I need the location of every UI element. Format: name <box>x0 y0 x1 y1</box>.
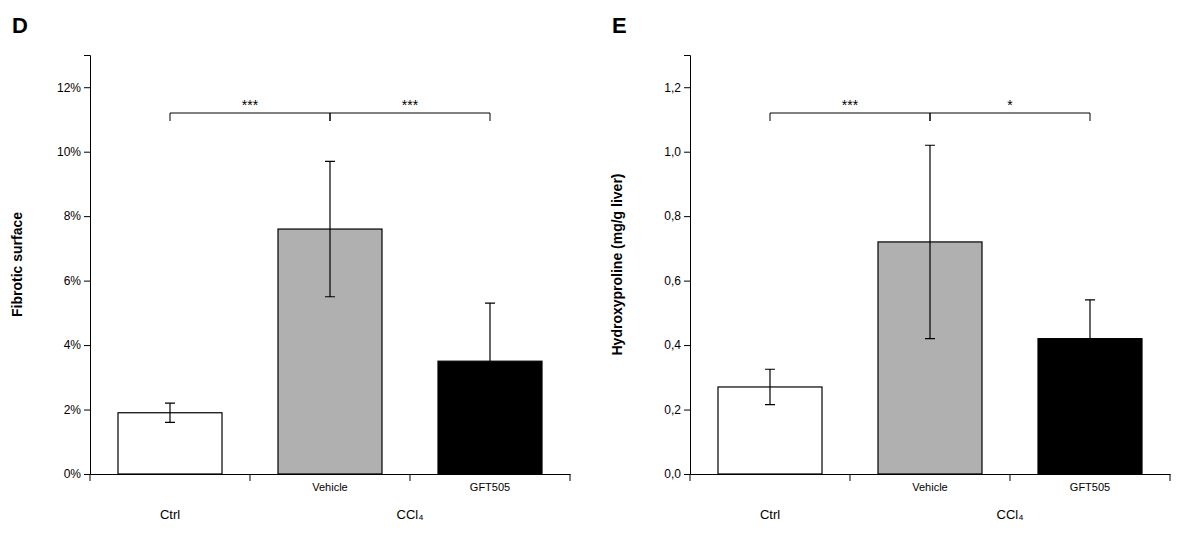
y-tick-label: 0,6 <box>664 274 681 288</box>
y-tick-label: 0,8 <box>664 209 681 223</box>
y-tick-mark <box>84 281 90 282</box>
group-separator <box>250 474 251 481</box>
y-tick-label: 0% <box>64 467 82 481</box>
y-tick: 1,0 <box>664 145 690 159</box>
error-bar-line <box>925 145 935 338</box>
y-tick-label: 6% <box>64 274 82 288</box>
y-tick: 0,4 <box>664 338 690 352</box>
y-axis-line <box>84 56 91 475</box>
x-tick-label: GFT505 <box>1070 481 1110 493</box>
error-bar <box>165 403 175 422</box>
y-tick-label: 4% <box>64 338 82 352</box>
y-tick-label: 1,0 <box>664 145 681 159</box>
x-tick-label: GFT505 <box>470 481 510 493</box>
x-axis-line <box>691 474 1171 475</box>
y-tick: 0,2 <box>664 403 690 417</box>
significance-label: *** <box>402 97 419 113</box>
y-axis-title: Fibrotic surface <box>9 212 25 317</box>
y-tick-label: 0,0 <box>664 467 681 481</box>
y-tick: 6% <box>64 274 90 288</box>
error-bar <box>485 303 495 419</box>
y-tick-mark <box>84 345 90 346</box>
y-tick-mark <box>684 474 690 475</box>
y-tick: 1,2 <box>664 81 690 95</box>
y-tick-label: 0,2 <box>664 403 681 417</box>
group-separator <box>1010 474 1011 481</box>
group-separator <box>570 474 571 481</box>
significance-label: *** <box>242 97 259 113</box>
y-tick-mark <box>684 345 690 346</box>
error-bar-line <box>325 161 335 296</box>
group-separator <box>850 474 851 481</box>
error-bar <box>765 369 775 404</box>
error-bar-line <box>1085 300 1095 377</box>
y-tick-label: 8% <box>64 209 82 223</box>
y-axis: 0,0 0,2 0,4 0,6 0,8 1,0 1,2 <box>664 56 690 482</box>
y-tick-mark <box>84 216 90 217</box>
y-tick: 8% <box>64 209 90 223</box>
significance-bracket <box>330 113 490 121</box>
y-tick: 4% <box>64 338 90 352</box>
y-tick-label: 1,2 <box>664 81 681 95</box>
x-axis: Vehicle GFT505 <box>691 474 1171 493</box>
y-tick-mark <box>684 410 690 411</box>
y-tick-mark <box>84 410 90 411</box>
y-tick: 0,8 <box>664 209 690 223</box>
x-axis-line <box>91 474 571 475</box>
y-tick-label: 10% <box>57 145 81 159</box>
y-tick: 0% <box>64 467 90 481</box>
x-tick-label: Vehicle <box>912 481 947 493</box>
error-bar-line <box>765 369 775 404</box>
y-tick-mark <box>84 87 90 88</box>
panel: 0% 2% 4% 6% 8% 10% 12% Vehicle GFT505 Ctrl CCl₄ ***… <box>9 13 571 522</box>
significance-bracket <box>770 113 930 121</box>
y-tick: 10% <box>57 145 90 159</box>
y-tick-mark <box>684 152 690 153</box>
x-tick: Vehicle <box>912 474 947 493</box>
panel-label: E <box>612 13 627 38</box>
x-tick: GFT505 <box>1070 474 1110 493</box>
y-tick: 12% <box>57 81 90 95</box>
y-axis-line <box>684 56 691 475</box>
y-tick-mark <box>84 474 90 475</box>
marks <box>718 145 1142 474</box>
group-label: CCl₄ <box>997 507 1024 522</box>
group-label: CCl₄ <box>397 507 424 522</box>
y-tick: 2% <box>64 403 90 417</box>
marks <box>118 161 542 474</box>
y-tick-mark <box>684 216 690 217</box>
group-separator <box>1170 474 1171 481</box>
y-tick-label: 12% <box>57 81 81 95</box>
error-bar <box>1085 300 1095 377</box>
error-bar-line <box>485 303 495 419</box>
y-axis-title: Hydroxyproline (mg/g liver) <box>609 173 625 355</box>
significance-bracket <box>930 113 1090 121</box>
x-tick-label: Vehicle <box>312 481 347 493</box>
significance-bracket <box>170 113 330 121</box>
group-label: Ctrl <box>160 507 180 522</box>
panel: 0,0 0,2 0,4 0,6 0,8 1,0 1,2 Vehicle GFT505 Ctrl CC… <box>609 13 1171 522</box>
x-tick: GFT505 <box>470 474 510 493</box>
y-axis: 0% 2% 4% 6% 8% 10% 12% <box>57 56 91 482</box>
y-tick-mark <box>684 87 690 88</box>
significance-label: * <box>1007 97 1013 113</box>
group-separator <box>410 474 411 481</box>
group-separator <box>90 474 91 481</box>
y-tick-mark <box>84 152 90 153</box>
error-bar <box>325 161 335 296</box>
panel-label: D <box>12 13 28 38</box>
y-tick-label: 0,4 <box>664 338 681 352</box>
error-bar-line <box>165 403 175 422</box>
y-tick: 0,0 <box>664 467 690 481</box>
y-tick-label: 2% <box>64 403 82 417</box>
figure: 0%2%4%6%8%10%12%VehicleGFT505CtrlCCl₄***… <box>0 0 1200 549</box>
error-bar <box>925 145 935 338</box>
x-tick: Vehicle <box>312 474 347 493</box>
significance-label: *** <box>842 97 859 113</box>
group-label: Ctrl <box>760 507 780 522</box>
x-axis: Vehicle GFT505 <box>91 474 571 493</box>
group-separator <box>690 474 691 481</box>
y-tick-mark <box>684 281 690 282</box>
y-tick: 0,6 <box>664 274 690 288</box>
